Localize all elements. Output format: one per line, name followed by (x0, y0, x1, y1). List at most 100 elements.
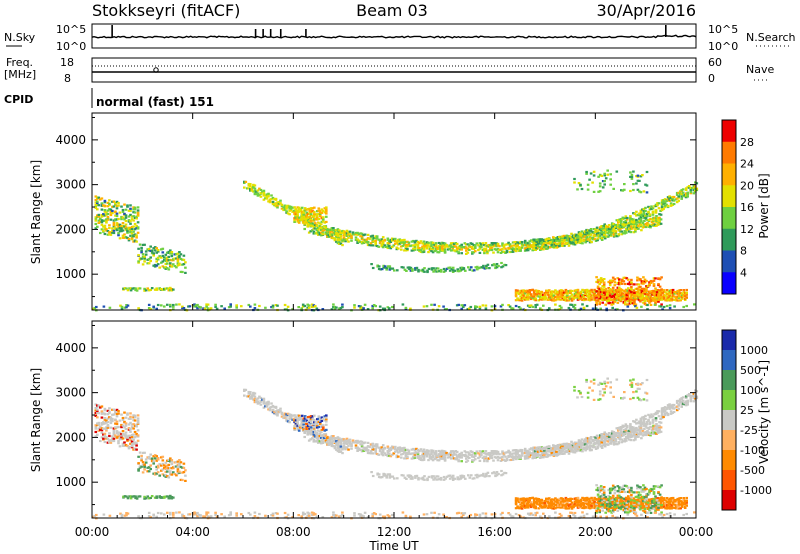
range-gate-cell (692, 400, 696, 403)
range-gate-cell (97, 221, 101, 224)
range-gate-cell (671, 203, 674, 206)
range-gate-cell (147, 307, 151, 310)
range-gate-cell (437, 459, 441, 462)
range-gate-cell (633, 295, 636, 298)
range-gate-cell (437, 245, 441, 248)
range-gate-cell (599, 281, 603, 284)
range-gate-cell (411, 476, 414, 479)
range-gate-cell (638, 422, 641, 425)
range-gate-cell (480, 266, 484, 269)
range-gate-cell (143, 287, 146, 290)
range-gate-cell (662, 409, 665, 412)
range-gate-cell (437, 246, 441, 249)
range-gate-cell (118, 223, 122, 226)
range-gate-cell (671, 298, 675, 301)
range-gate-cell (395, 448, 399, 451)
range-gate-cell (648, 416, 652, 419)
range-gate-cell (413, 248, 417, 251)
range-gate-cell (590, 290, 593, 293)
range-gate-cell (670, 289, 673, 292)
range-gate-cell (264, 194, 267, 197)
range-gate-cell (167, 250, 171, 253)
range-gate-cell (517, 306, 521, 309)
range-gate-cell (440, 243, 444, 246)
range-gate-cell (660, 204, 664, 207)
range-gate-cell (619, 298, 623, 301)
range-gate-cell (526, 453, 530, 457)
range-gate-cell (136, 211, 140, 214)
range-gate-cell (316, 214, 319, 217)
range-gate-cell (339, 450, 343, 453)
range-gate-cell (495, 263, 499, 266)
range-gate-cell (634, 434, 637, 437)
range-gate-cell (336, 236, 340, 239)
range-gate-cell (276, 202, 279, 205)
range-gate-cell (651, 213, 655, 216)
range-gate-cell (454, 242, 457, 245)
range-gate-cell (410, 249, 414, 252)
range-gate-cell (267, 195, 270, 198)
range-gate-cell (553, 451, 557, 454)
range-gate-cell (479, 266, 482, 269)
range-gate-cell (256, 194, 260, 197)
range-gate-cell (535, 455, 538, 458)
range-gate-cell (635, 290, 639, 293)
range-gate-cell (417, 268, 420, 272)
range-gate-cell (106, 212, 110, 216)
range-gate-cell (336, 235, 340, 238)
range-gate-cell (548, 297, 551, 300)
range-gate-cell (457, 247, 460, 250)
range-gate-cell (528, 296, 531, 299)
range-gate-cell (436, 270, 440, 273)
range-gate-cell (455, 242, 459, 245)
range-gate-cell (288, 209, 291, 212)
range-gate-cell (620, 189, 623, 192)
range-gate-cell (635, 294, 639, 297)
range-gate-cell (262, 193, 266, 196)
range-gate-cell (303, 217, 307, 220)
range-gate-cell (549, 296, 553, 299)
range-gate-cell (412, 249, 415, 252)
range-gate-cell (392, 244, 396, 247)
range-gate-cell (671, 407, 674, 410)
range-gate-cell (618, 286, 621, 289)
range-gate-cell (520, 296, 524, 300)
range-gate-cell (422, 240, 426, 243)
range-gate-cell (303, 304, 306, 308)
range-gate-cell (604, 293, 607, 296)
range-gate-cell (437, 241, 441, 245)
range-gate-cell (326, 443, 329, 446)
range-gate-cell (490, 248, 494, 252)
range-gate-cell (692, 397, 696, 400)
range-gate-cell (643, 280, 647, 283)
range-gate-cell (382, 266, 385, 269)
range-gate-cell (301, 218, 305, 221)
range-gate-cell (357, 448, 361, 452)
range-gate-cell (645, 279, 648, 283)
range-gate-cell (460, 304, 463, 307)
range-gate-cell (454, 249, 457, 252)
range-gate-cell (610, 430, 614, 433)
range-gate-cell (229, 305, 232, 308)
range-gate-cell (572, 449, 575, 452)
range-gate-cell (326, 235, 329, 238)
range-gate-cell (382, 264, 385, 267)
range-gate-cell (478, 305, 482, 308)
range-gate-cell (115, 200, 119, 203)
range-gate-cell (582, 236, 585, 239)
range-gate-cell (563, 244, 566, 247)
range-gate-cell (624, 219, 628, 222)
range-gate-cell (133, 206, 137, 209)
range-gate-cell (418, 457, 421, 460)
range-gate-cell (567, 306, 571, 310)
range-gate-cell (573, 235, 576, 238)
range-gate-cell (607, 230, 611, 233)
range-gate-cell (594, 438, 597, 441)
range-gate-cell (644, 209, 647, 212)
range-gate-cell (605, 294, 609, 297)
range-gate-cell (504, 247, 507, 250)
range-gate-cell (531, 249, 534, 252)
range-gate-cell (253, 193, 257, 196)
range-gate-cell (625, 436, 628, 439)
range-gate-cell (519, 455, 522, 458)
